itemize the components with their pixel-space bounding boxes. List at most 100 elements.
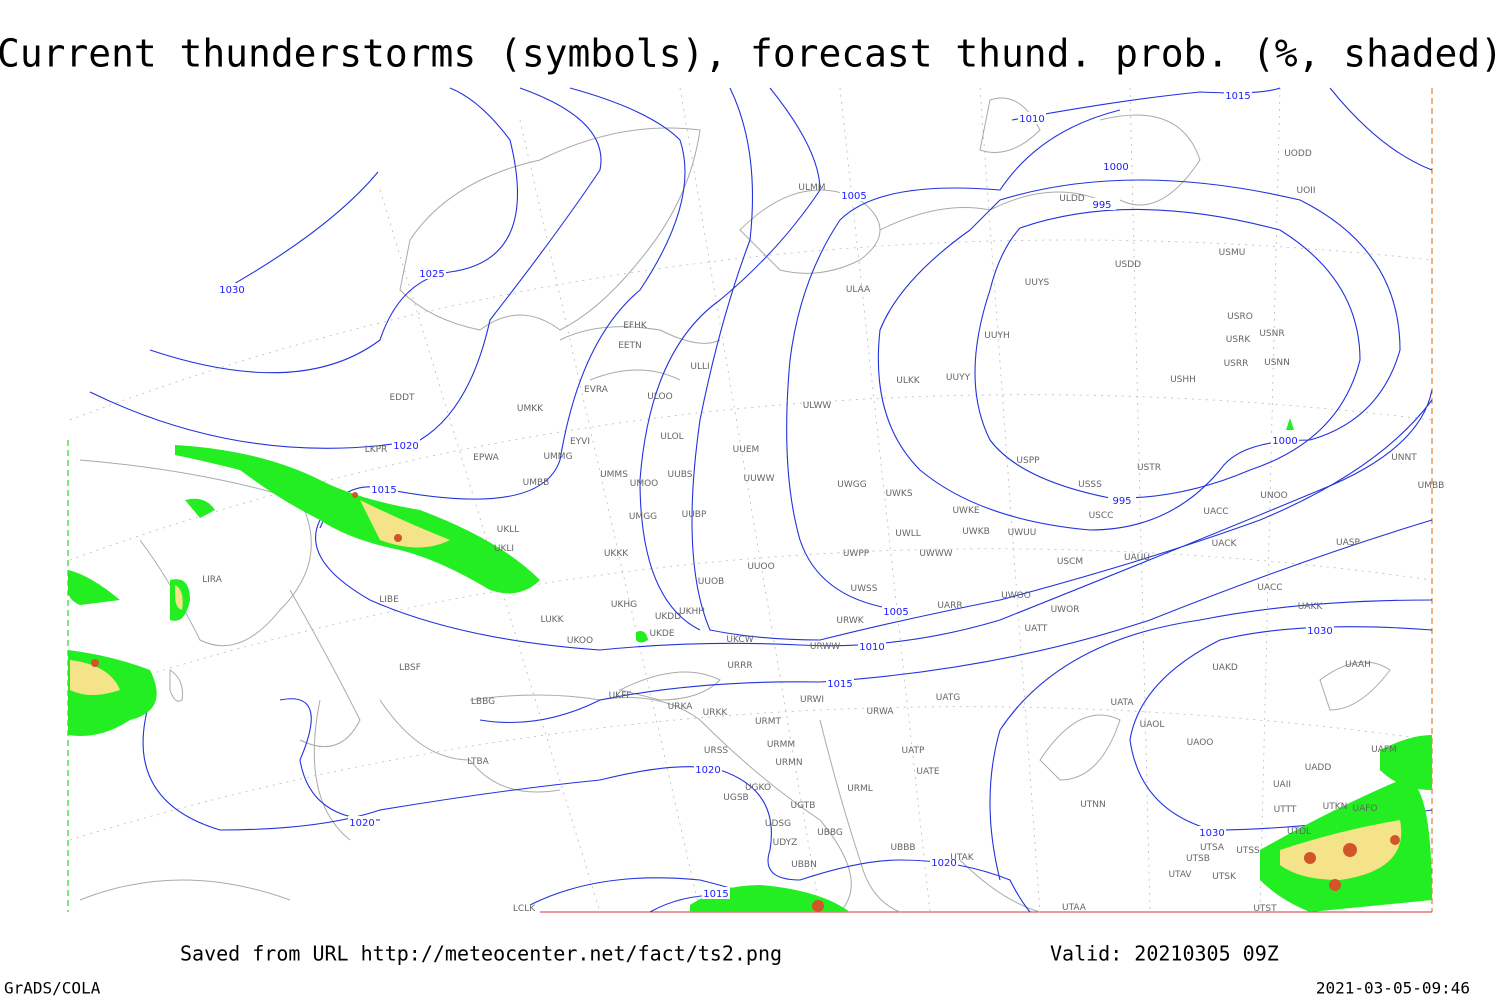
software: GrADS/COLA [4,979,101,998]
station-code: URKK [703,708,729,718]
isobar-label: 1030 [219,285,244,296]
station-code: URWI [800,695,824,705]
station-code: UMMS [600,470,628,480]
station-code: UKLL [497,525,520,535]
station-code: USCC [1089,511,1114,521]
station-code: EDDT [389,393,415,403]
station-code: UACC [1257,583,1282,593]
isobar-label: 1020 [393,441,418,452]
station-code: UWKE [952,506,979,516]
station-code: UTSB [1186,854,1210,864]
station-code: ULMM [798,183,825,193]
station-code: EVRA [584,385,609,395]
station-code: UUYS [1025,278,1050,288]
station-code: UKDD [655,612,681,622]
station-code: URMN [775,758,802,768]
label-background [1198,826,1226,838]
station-code: UARR [937,601,962,611]
station-code: UADD [1305,763,1332,773]
station-code: UNNT [1391,453,1417,463]
station-code: UWLL [895,529,921,539]
isobar-label: 1005 [841,191,866,202]
station-code: UTAV [1168,870,1192,880]
station-code: UTAA [1062,903,1087,913]
label-background [1088,198,1116,210]
label-background [1102,160,1130,172]
station-code: LIRA [202,575,223,585]
station-code: ULWW [803,401,832,411]
station-code: UBBG [817,828,843,838]
station-code: UAFM [1371,745,1397,755]
thunderstorm-probability [68,418,1432,912]
station-code: USMU [1219,248,1246,258]
station-code: UOII [1297,186,1316,196]
station-code: UUOO [747,562,774,572]
label-background [392,439,420,451]
isobar-label: 1025 [419,269,444,280]
station-code: UDSG [765,819,791,829]
station-code: UUYH [984,331,1009,341]
station-code: URML [847,784,873,794]
station-code: LCLK [513,904,536,914]
station-code: UNOO [1260,491,1288,501]
station-code: USRO [1227,312,1253,322]
station-code: UMOO [630,479,659,489]
valid-time: Valid: 20210305 09Z [1050,942,1279,966]
station-code: UMBB [1418,481,1445,491]
label-background [418,267,446,279]
label-background [1271,434,1299,446]
station-code: UATG [936,693,961,703]
isobar-label: 1015 [371,485,396,496]
isobar-label: 1015 [827,679,852,690]
isobar-label: 995 [1112,496,1131,507]
station-code: UKKK [604,549,629,559]
isobar-label: 1005 [883,607,908,618]
source-url: Saved from URL http://meteocenter.net/fa… [180,942,782,966]
station-code: EPWA [473,453,500,463]
station-code: ULLI [690,362,709,372]
station-code: UBBB [890,843,915,853]
station-code: UODD [1284,149,1312,159]
station-code: UGSB [723,793,748,803]
station-code: UWSS [851,584,878,594]
label-background [840,189,868,201]
station-code: UAKD [1212,663,1238,673]
station-code: LBSF [399,663,421,673]
station-code: UTDL [1287,827,1311,837]
station-code: UBBN [791,860,817,870]
station-code: UTKN [1323,802,1348,812]
label-background [858,640,886,652]
station-code: UGKO [745,783,771,793]
station-code: UTNN [1080,800,1106,810]
station-code: UWUU [1008,528,1037,538]
station-code: UMMG [543,452,572,462]
station-code: UAOO [1187,738,1214,748]
label-background [1018,112,1046,124]
station-code: USDD [1115,260,1141,270]
station-code: UTTT [1274,805,1297,815]
label-background [1108,494,1136,506]
timestamp: 2021-03-05-09:46 [1316,979,1470,998]
station-code: UACC [1203,507,1228,517]
station-code: UWOR [1051,605,1080,615]
station-code: UKOO [567,636,593,646]
label-background [882,605,910,617]
station-code: UWOO [1001,591,1031,601]
station-code: UTAK [950,853,975,863]
station-code: UUWW [744,474,775,484]
station-code: USHH [1170,375,1196,385]
isobar-labels: 1030 1025 1020 1015 1010 1015 1005 1000 995 1000 9… [218,89,1334,900]
station-code: UKCW [726,635,753,645]
station-code: UTST [1253,904,1277,914]
station-code: UUBP [682,510,707,520]
label-background [348,816,376,828]
station-code: UAKK [1298,602,1324,612]
graticule [69,87,1433,913]
station-code: UDYZ [773,838,798,848]
station-code: UKHH [679,607,705,617]
station-code: URMM [767,740,795,750]
isobar-label: 1030 [1199,828,1224,839]
station-code: UAII [1273,780,1291,790]
station-code: UMBB [523,478,550,488]
